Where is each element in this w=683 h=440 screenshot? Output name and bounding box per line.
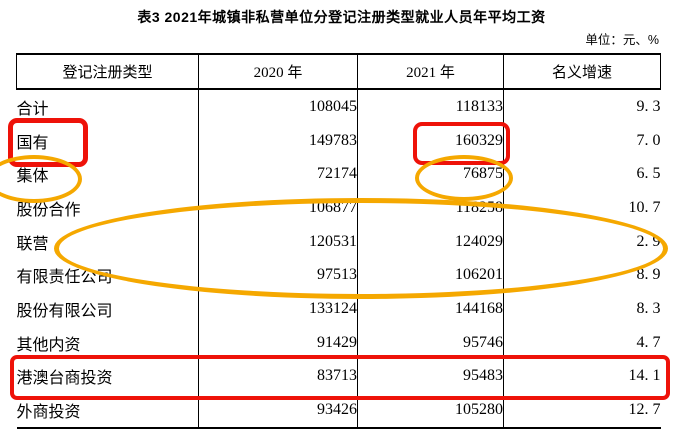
- table-row: 有限责任公司 97513 106201 8. 9: [16, 258, 661, 293]
- cell-y2021: 76875: [357, 157, 504, 192]
- table-header-row: 登记注册类型 2020 年 2021 年 名义增速: [16, 54, 661, 90]
- wage-table: 登记注册类型 2020 年 2021 年 名义增速 合计 108045 118133…: [16, 53, 661, 429]
- header-growth: 名义增速: [503, 54, 661, 90]
- cell-type: 有限责任公司: [16, 258, 199, 293]
- table-row: 股份合作 106877 118258 10. 7: [16, 191, 661, 225]
- cell-type: 港澳台商投资: [16, 359, 199, 394]
- cell-growth: 2. 9: [503, 224, 661, 259]
- cell-y2021: 95483: [357, 359, 504, 394]
- cell-type: 股份有限公司: [16, 292, 199, 326]
- cell-y2021: 124029: [357, 224, 504, 259]
- table-row: 股份有限公司 133124 144168 8. 3: [16, 292, 661, 326]
- table-row: 合计 108045 118133 9. 3: [16, 89, 661, 124]
- cell-y2021: 118133: [357, 89, 504, 124]
- cell-y2021: 144168: [357, 292, 504, 326]
- cell-type: 国有: [16, 123, 199, 158]
- cell-y2020: 83713: [198, 359, 358, 394]
- cell-type: 集体: [16, 157, 199, 192]
- cell-type: 合计: [16, 89, 199, 124]
- cell-y2020: 108045: [198, 89, 358, 124]
- cell-growth: 8. 3: [503, 292, 661, 326]
- table-row: 其他内资 91429 95746 4. 7: [16, 325, 661, 360]
- cell-y2020: 120531: [198, 224, 358, 259]
- cell-y2020: 106877: [198, 191, 358, 225]
- table-body: 合计 108045 118133 9. 3 国有 149783 160329 7. 0 集体 72…: [16, 89, 661, 428]
- cell-type: 其他内资: [16, 325, 199, 360]
- cell-growth: 6. 5: [503, 157, 661, 192]
- header-2021: 2021 年: [357, 54, 504, 90]
- cell-y2021: 95746: [357, 325, 504, 360]
- table-row: 联营 120531 124029 2. 9: [16, 224, 661, 259]
- cell-y2021: 105280: [357, 393, 504, 428]
- cell-growth: 9. 3: [503, 89, 661, 124]
- cell-y2020: 72174: [198, 157, 358, 192]
- cell-y2021: 106201: [357, 258, 504, 293]
- table-title: 表3 2021年城镇非私营单位分登记注册类型就业人员年平均工资: [137, 9, 546, 25]
- table-row: 港澳台商投资 83713 95483 14. 1: [16, 359, 661, 394]
- cell-growth: 7. 0: [503, 123, 661, 158]
- table-row: 集体 72174 76875 6. 5: [16, 157, 661, 192]
- cell-type: 股份合作: [16, 191, 199, 225]
- cell-y2020: 97513: [198, 258, 358, 293]
- cell-type: 外商投资: [16, 393, 199, 428]
- header-registration-type: 登记注册类型: [16, 54, 199, 90]
- unit-note: 单位：元、%: [585, 33, 659, 47]
- header-2020: 2020 年: [198, 54, 358, 90]
- cell-growth: 8. 9: [503, 258, 661, 293]
- cell-y2021: 160329: [357, 123, 504, 158]
- cell-y2020: 93426: [198, 393, 358, 428]
- cell-y2020: 91429: [198, 325, 358, 360]
- cell-growth: 10. 7: [503, 191, 661, 225]
- table-row: 国有 149783 160329 7. 0: [16, 123, 661, 158]
- table-row: 外商投资 93426 105280 12. 7: [16, 393, 661, 428]
- cell-type: 联营: [16, 224, 199, 259]
- cell-y2020: 133124: [198, 292, 358, 326]
- cell-y2020: 149783: [198, 123, 358, 158]
- cell-growth: 14. 1: [503, 359, 661, 394]
- cell-growth: 12. 7: [503, 393, 661, 428]
- cell-growth: 4. 7: [503, 325, 661, 360]
- cell-y2021: 118258: [357, 191, 504, 225]
